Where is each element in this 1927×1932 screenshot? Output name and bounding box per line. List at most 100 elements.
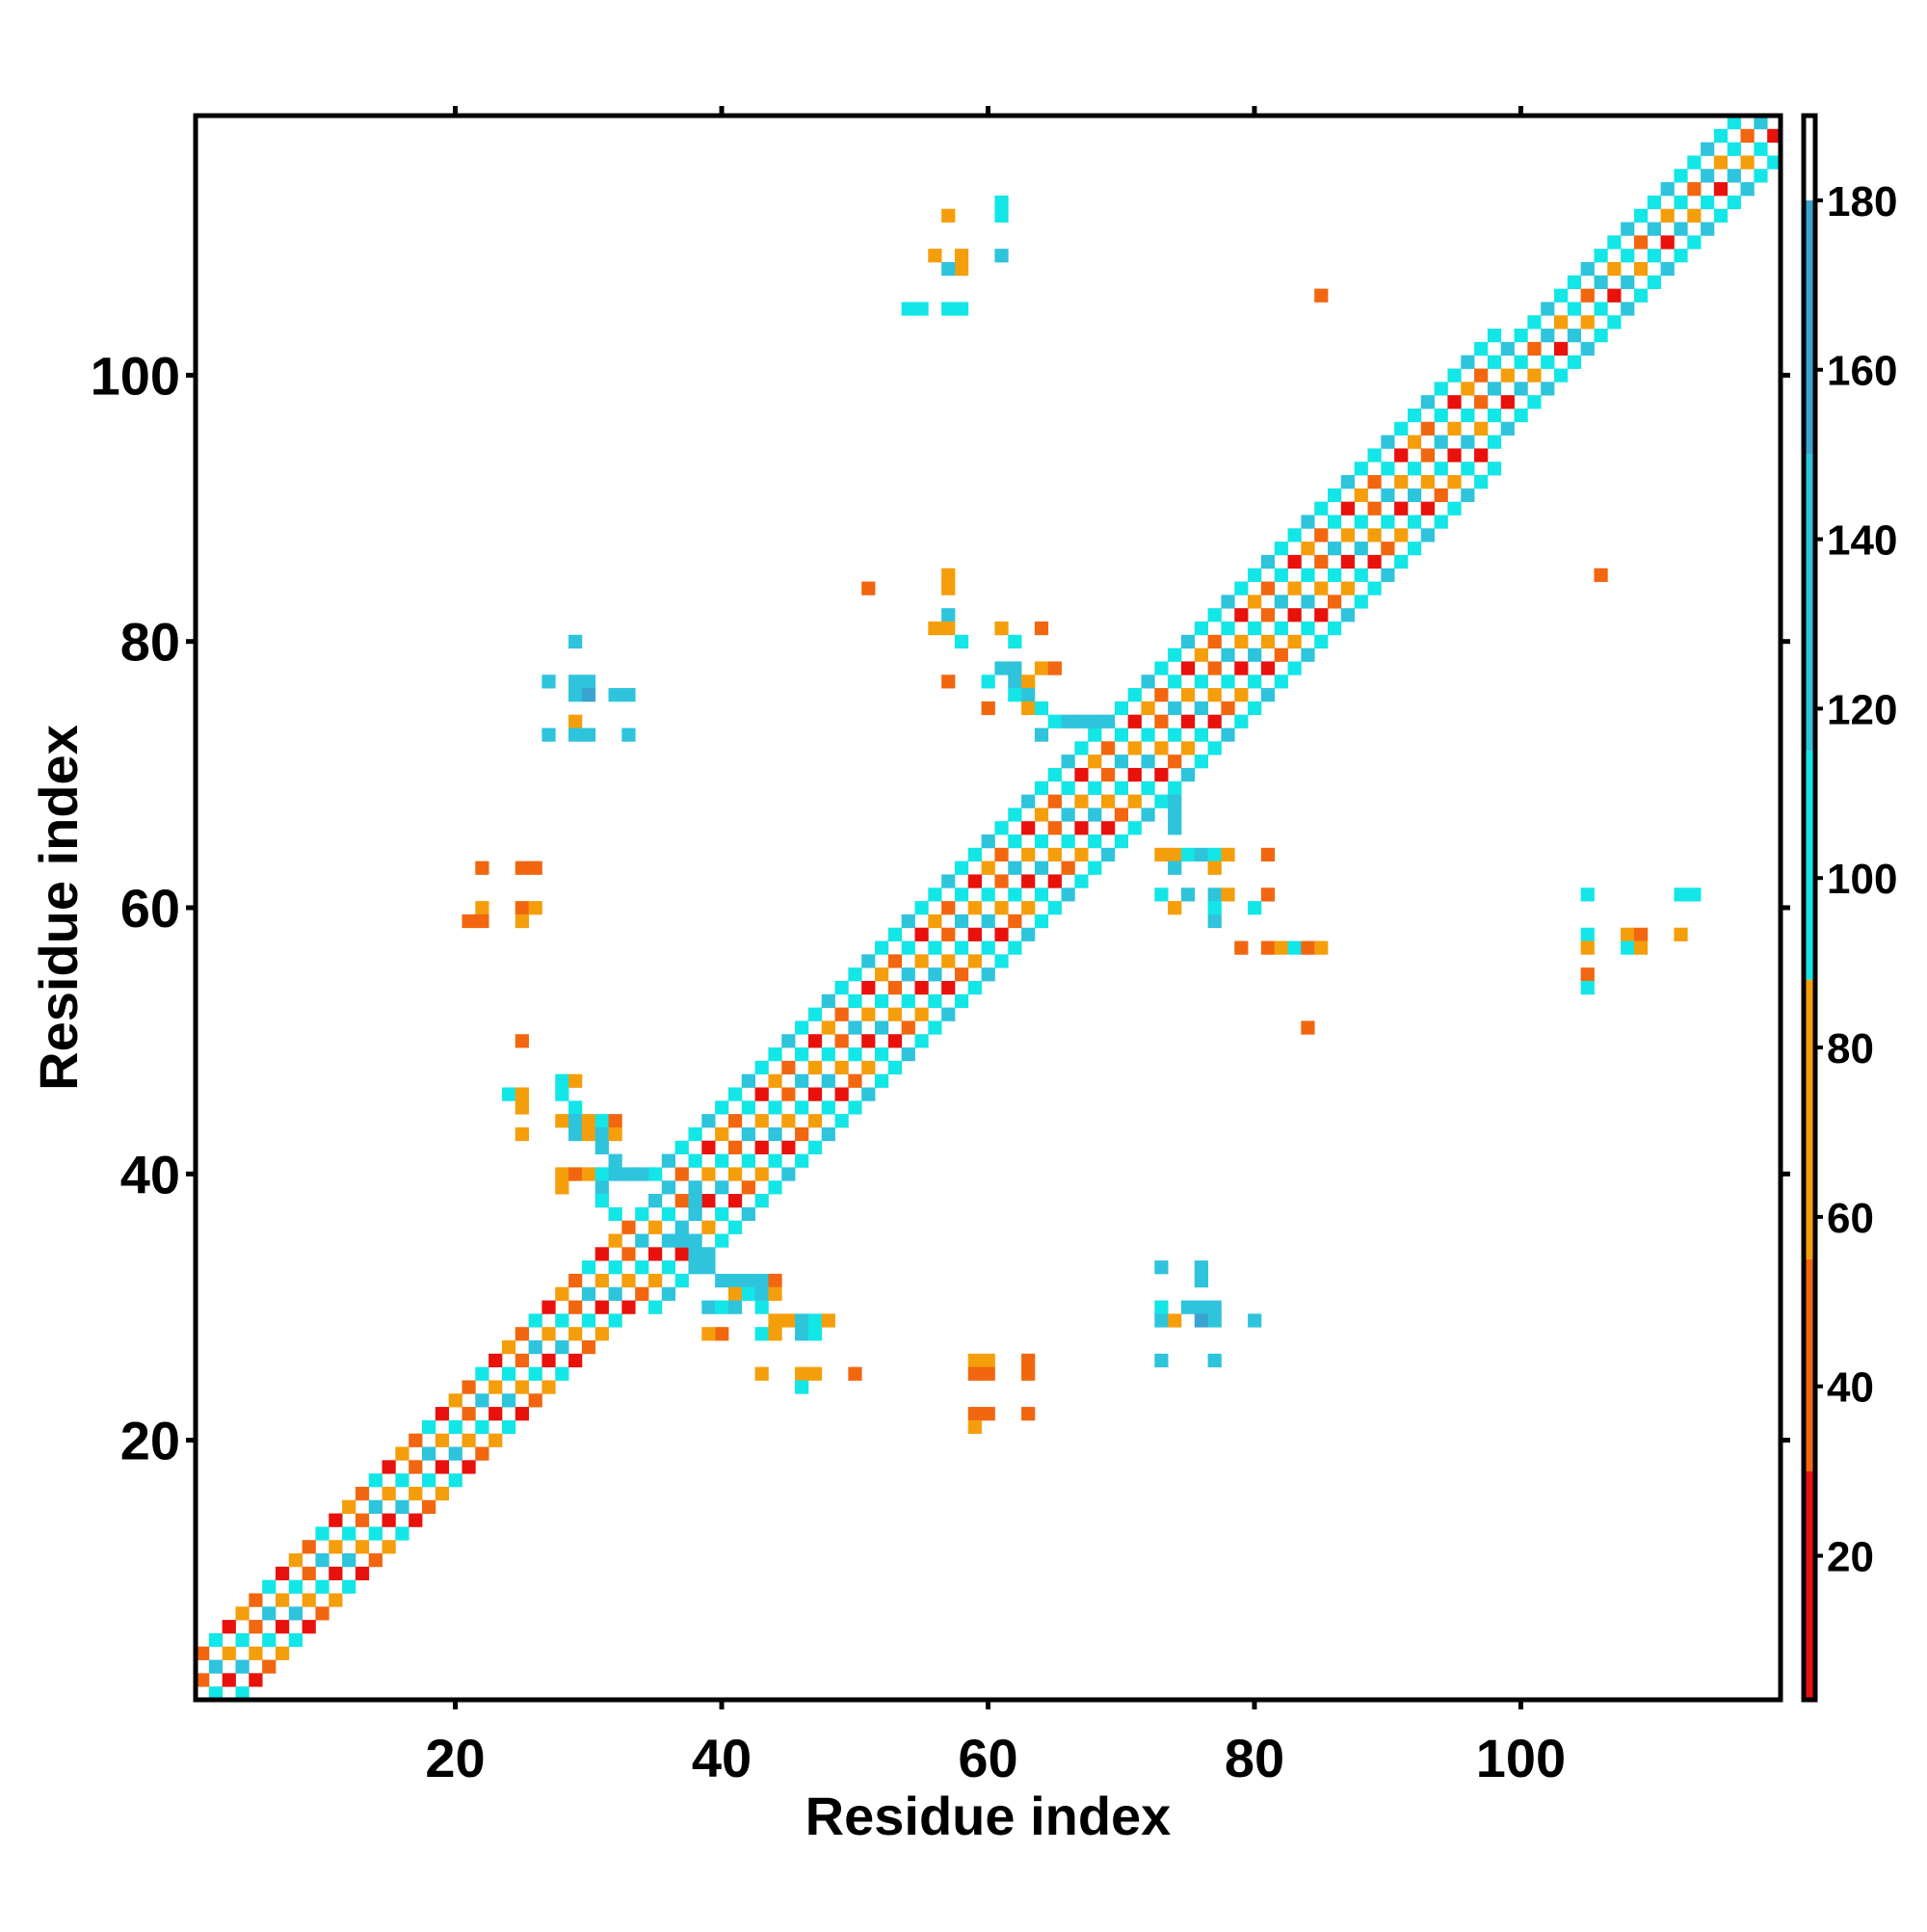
heatmap-cell (581, 1126, 596, 1142)
heatmap-cell (1434, 435, 1448, 449)
heatmap-cell (1114, 754, 1129, 769)
heatmap-cell (1621, 275, 1635, 289)
heatmap-cell (1180, 887, 1196, 902)
heatmap-cell (462, 913, 476, 929)
heatmap-cell (1008, 887, 1022, 902)
heatmap-cell (249, 1646, 263, 1660)
heatmap-cell (781, 1114, 796, 1128)
heatmap-cell (994, 621, 1009, 636)
y-tick-label: 100 (91, 345, 180, 406)
heatmap-cell (1740, 155, 1755, 170)
heatmap-cell (1713, 155, 1729, 170)
heatmap-cell (741, 1286, 755, 1301)
heatmap-cell (635, 1260, 649, 1275)
heatmap-cell (1034, 913, 1049, 929)
heatmap-cell (795, 1327, 809, 1341)
heatmap-cell (568, 1073, 583, 1088)
heatmap-cell (196, 1646, 210, 1660)
heatmap-cell (834, 1007, 849, 1021)
heatmap-cell (1420, 501, 1435, 516)
heatmap-cell (768, 1073, 782, 1088)
heatmap-cell (422, 1419, 436, 1435)
heatmap-cell (1487, 462, 1502, 476)
y-tick-label: 40 (120, 1144, 180, 1204)
heatmap-cell (954, 249, 969, 263)
heatmap-cell (781, 1167, 796, 1181)
heatmap-cell (1394, 448, 1409, 463)
heatmap-cell (727, 1167, 743, 1181)
heatmap-cell (1354, 462, 1368, 476)
heatmap-cell (861, 1034, 876, 1048)
y-tick-label: 80 (120, 612, 180, 673)
heatmap-cell (1101, 794, 1116, 808)
heatmap-cell (1047, 794, 1062, 808)
heatmap-cell (914, 901, 929, 915)
heatmap-cell (608, 1313, 622, 1328)
heatmap-cell (1168, 847, 1182, 862)
heatmap-cell (821, 1047, 835, 1062)
heatmap-cell (1727, 142, 1741, 156)
heatmap-cell (275, 1620, 290, 1634)
heatmap-cell (954, 887, 969, 902)
heatmap-cell (555, 1073, 569, 1088)
heatmap-cell (1328, 515, 1342, 529)
heatmap-cell (1168, 675, 1182, 689)
heatmap-cell (302, 1593, 316, 1607)
heatmap-cell (834, 1034, 849, 1048)
heatmap-cell (1607, 288, 1622, 303)
heatmap-cell (1101, 714, 1116, 728)
heatmap-cell (967, 980, 982, 995)
heatmap-cell (1420, 528, 1435, 543)
heatmap-cell (981, 860, 995, 875)
heatmap-cell (861, 1060, 876, 1075)
heatmap-cell (608, 1233, 622, 1248)
heatmap-cell (515, 1407, 529, 1421)
heatmap-cell (887, 980, 903, 995)
heatmap-cell (1034, 728, 1049, 742)
heatmap-cell (515, 1353, 529, 1368)
heatmap-cell (1034, 860, 1049, 875)
heatmap-cell (1047, 661, 1062, 675)
heatmap-cell (1367, 528, 1382, 543)
heatmap-cell (1168, 860, 1182, 875)
heatmap-cell (1287, 581, 1302, 595)
heatmap-cell (715, 1180, 729, 1195)
heatmap-cell (315, 1526, 330, 1541)
heatmap-cell (1260, 634, 1276, 649)
heatmap-cell (1168, 754, 1182, 769)
heatmap-cell (1367, 448, 1382, 463)
heatmap-cell (594, 1140, 609, 1154)
heatmap-cell (1260, 940, 1276, 955)
heatmap-cell (1061, 860, 1075, 875)
heatmap-cell (1527, 341, 1542, 357)
heatmap-cell (515, 1126, 529, 1142)
heatmap-cell (594, 1180, 609, 1195)
heatmap-cell (462, 1460, 476, 1474)
heatmap-cell (981, 940, 995, 955)
heatmap-cell (1154, 661, 1169, 675)
heatmap-cell (1180, 741, 1196, 755)
heatmap-cell (1567, 355, 1582, 369)
heatmap-cell (1301, 542, 1315, 556)
heatmap-cell (715, 1273, 729, 1288)
heatmap-cell (1114, 728, 1129, 742)
heatmap-cell (1274, 542, 1288, 556)
heatmap-cell (581, 1339, 596, 1355)
heatmap-cell (1354, 515, 1368, 529)
heatmap-cell (568, 1300, 583, 1314)
heatmap-cell (1021, 1407, 1036, 1421)
heatmap-cell (1021, 701, 1036, 716)
heatmap-cell (568, 728, 583, 742)
heatmap-cell (781, 1034, 796, 1048)
heatmap-cell (1554, 341, 1569, 357)
heatmap-cell (994, 874, 1009, 888)
heatmap-cell (1061, 754, 1075, 769)
heatmap-cell (329, 1566, 343, 1581)
heatmap-cell (1713, 182, 1729, 197)
heatmap-cell (1487, 408, 1502, 423)
heatmap-cell (475, 1393, 489, 1408)
heatmap-cell (1674, 195, 1688, 210)
heatmap-cell (1500, 368, 1515, 383)
heatmap-cell (674, 1233, 689, 1248)
heatmap-cell (329, 1540, 343, 1554)
